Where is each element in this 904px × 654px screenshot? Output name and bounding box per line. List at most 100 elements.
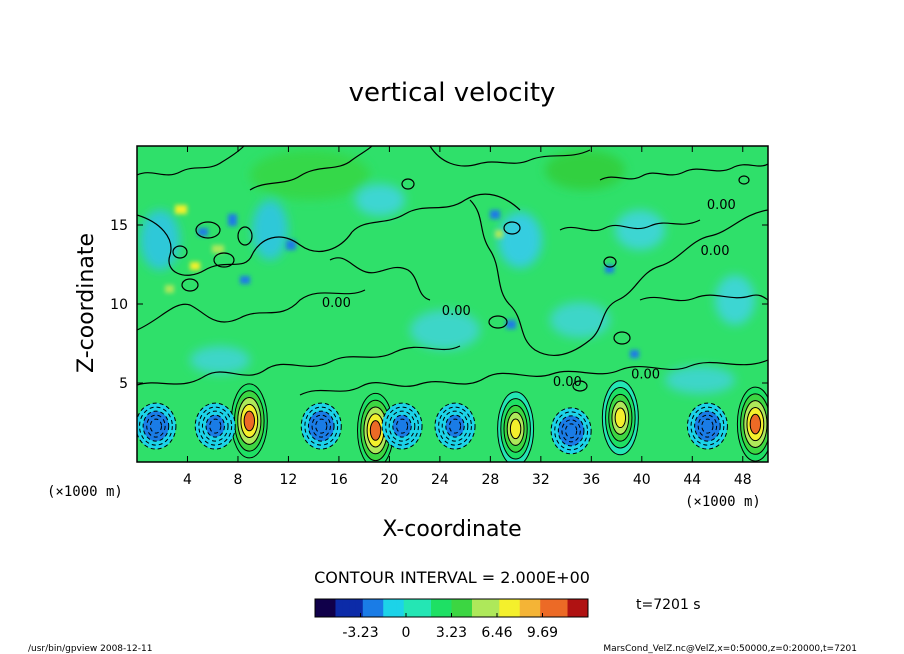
downdraft-cell bbox=[434, 402, 476, 450]
colorbar-segment bbox=[403, 599, 412, 617]
downdraft-cell bbox=[550, 407, 592, 455]
contour-loop bbox=[213, 252, 235, 268]
chart-title: vertical velocity bbox=[349, 78, 556, 108]
colorbar-segment bbox=[540, 599, 548, 617]
background-variation bbox=[140, 150, 755, 394]
cell-ring bbox=[315, 418, 328, 434]
x-axis: 4 8 12 16 20 24 28 32 36 40 44 48 bbox=[183, 146, 752, 488]
contour-line bbox=[589, 209, 768, 341]
x-tick-label: 32 bbox=[532, 472, 550, 488]
cell-ring bbox=[209, 418, 222, 434]
convective-cells bbox=[137, 380, 768, 462]
contour-line bbox=[351, 193, 521, 233]
colorbar-segment bbox=[315, 599, 323, 617]
cyan-patch bbox=[410, 310, 480, 350]
contour-loop bbox=[172, 245, 188, 259]
contour-value-label: 0.00 bbox=[442, 304, 471, 319]
contour-value-label: 0.00 bbox=[701, 244, 730, 259]
colorbar-ticks: -3.23 0 3.23 6.46 9.69 bbox=[342, 613, 558, 641]
cell-ring bbox=[448, 418, 462, 434]
cyan-patch bbox=[252, 200, 288, 260]
x-tick-label: 40 bbox=[633, 472, 651, 488]
contour-line bbox=[599, 163, 768, 181]
cell-ring bbox=[395, 418, 409, 434]
contour-line bbox=[137, 345, 461, 386]
updraft-cell bbox=[736, 386, 768, 462]
updraft-cell bbox=[230, 383, 268, 459]
turbulent-cell bbox=[495, 230, 503, 238]
downdraft-cell bbox=[381, 402, 423, 450]
contour-line bbox=[137, 289, 366, 331]
colorbar-segment bbox=[349, 599, 357, 617]
footer-right: MarsCond_VelZ.nc@VelZ,x=0:50000,z=0:2000… bbox=[603, 644, 857, 654]
colorbar-segment bbox=[342, 599, 350, 617]
contour-line bbox=[429, 146, 591, 167]
colorbar-segment bbox=[362, 599, 371, 617]
colorbar-segment bbox=[519, 599, 528, 617]
downdraft-cell bbox=[137, 402, 177, 450]
turbulent-cell bbox=[228, 214, 237, 226]
x-tick-label: 36 bbox=[582, 472, 600, 488]
y-tick-label: 10 bbox=[110, 297, 128, 313]
cell-ring bbox=[749, 413, 762, 435]
x-axis-label: X-coordinate bbox=[382, 517, 521, 542]
time-label: t=7201 s bbox=[636, 597, 701, 613]
contour-loop bbox=[237, 226, 253, 246]
contour-line bbox=[137, 214, 353, 276]
colorbar-segment bbox=[553, 599, 562, 617]
turbulent-cell bbox=[175, 205, 187, 214]
cell-ring bbox=[149, 418, 163, 434]
colorbar-segment bbox=[492, 599, 500, 617]
y-tick-label: 5 bbox=[119, 376, 128, 392]
cyan-patch bbox=[355, 184, 405, 216]
colorbar-tick-label: 9.69 bbox=[527, 625, 558, 641]
cyan-patch bbox=[140, 210, 180, 270]
x-tick-label: 48 bbox=[734, 472, 752, 488]
colorbar-segment bbox=[567, 599, 575, 617]
colorbar-segment bbox=[506, 599, 514, 617]
turbulent-cell bbox=[286, 240, 296, 250]
turbulent-cell bbox=[190, 262, 200, 270]
contour-line bbox=[559, 219, 701, 232]
colorbar-tick-label: 0 bbox=[402, 625, 411, 641]
x-tick-label: 28 bbox=[481, 472, 499, 488]
footer-left: /usr/bin/gpview 2008-12-11 bbox=[28, 644, 152, 654]
contour-loop bbox=[738, 175, 750, 185]
colorbar-tick-label: 6.46 bbox=[481, 625, 512, 641]
cyan-patch bbox=[498, 212, 542, 268]
contour-loop bbox=[572, 380, 588, 392]
contour-loop bbox=[181, 278, 199, 292]
colorbar-tick-label: -3.23 bbox=[342, 625, 378, 641]
green-patch bbox=[545, 150, 625, 190]
turbulent-cell bbox=[212, 245, 224, 253]
colorbar-segment bbox=[396, 599, 405, 617]
turbulent-cell bbox=[165, 285, 174, 293]
colorbar-segment bbox=[533, 599, 541, 617]
colorbar-segment bbox=[424, 599, 432, 617]
contour-line bbox=[329, 257, 431, 301]
colorbar-segment bbox=[465, 599, 473, 617]
updraft-cell bbox=[497, 391, 535, 462]
x-tick-label: 12 bbox=[280, 472, 298, 488]
colorbar-segment bbox=[458, 599, 466, 617]
contour-lines bbox=[137, 146, 768, 396]
downdraft-cell bbox=[194, 402, 236, 450]
colorbar-segment bbox=[512, 599, 521, 617]
updraft-cell bbox=[601, 380, 639, 456]
y-axis-label: Z-coordinate bbox=[74, 233, 99, 373]
x-tick-label: 8 bbox=[233, 472, 242, 488]
cyan-patch bbox=[190, 346, 250, 374]
colorbar-segment bbox=[376, 599, 384, 617]
velocity-field bbox=[137, 146, 768, 462]
x-tick-label: 4 bbox=[183, 472, 192, 488]
colorbar-segment bbox=[451, 599, 459, 617]
contour-loop bbox=[488, 315, 508, 329]
x-tick-label: 20 bbox=[380, 472, 398, 488]
colorbar-segment bbox=[328, 599, 336, 617]
colorbar-segment bbox=[383, 599, 391, 617]
contour-line bbox=[249, 146, 373, 191]
colorbar-segment bbox=[335, 599, 343, 617]
colorbar-segment bbox=[574, 599, 582, 617]
colorbar-segment bbox=[321, 599, 330, 617]
